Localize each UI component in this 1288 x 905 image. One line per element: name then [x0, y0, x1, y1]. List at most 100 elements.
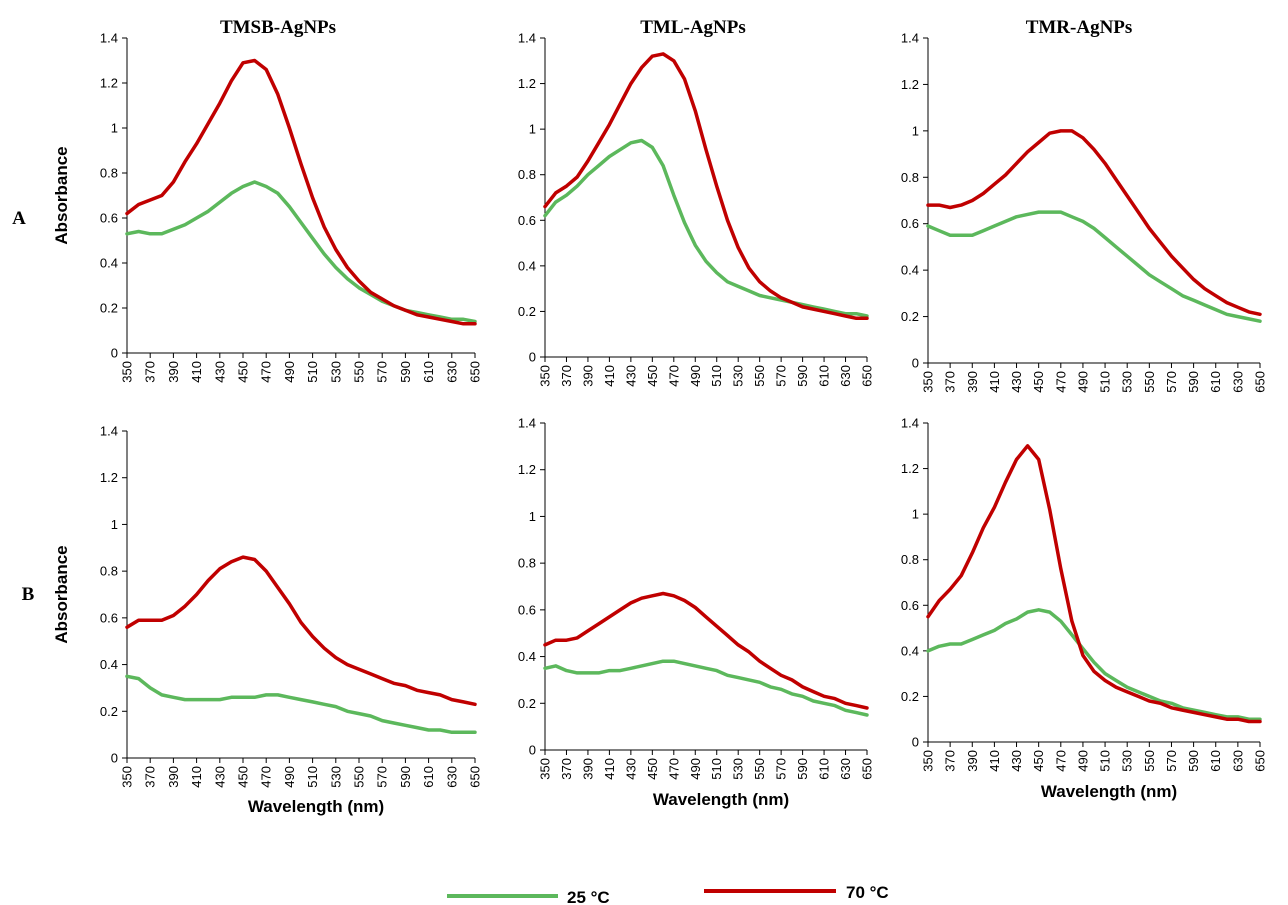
x-tick-label: 590: [1186, 371, 1201, 393]
x-tick-label: 470: [1053, 750, 1068, 772]
x-tick-label: 450: [236, 361, 251, 383]
y-tick-label: 1: [912, 123, 919, 138]
y-tick-label: 0.8: [901, 552, 919, 567]
x-tick-label: 590: [398, 361, 413, 383]
x-tick-label: 570: [375, 361, 390, 383]
x-tick-label: 430: [212, 361, 227, 383]
column-title-tmsb: TMSB-AgNPs: [220, 17, 336, 38]
chart-panel: 0 0.2 0.4 0.6 0.8 1 1.2 1.4 350 370 390 410 430 450 47…: [52, 424, 483, 817]
x-tick-label: 490: [282, 766, 297, 788]
x-tick-label: 350: [120, 361, 135, 383]
x-tick-label: 390: [166, 361, 181, 383]
x-tick-label: 570: [1164, 750, 1179, 772]
x-tick-label: 630: [838, 758, 853, 780]
x-tick-label: 650: [860, 758, 875, 780]
x-tick-label: 550: [352, 766, 367, 788]
y-tick-label: 1: [912, 507, 919, 522]
x-tick-label: 630: [444, 766, 459, 788]
y-tick-label: 1.2: [901, 461, 919, 476]
x-tick-label: 410: [189, 361, 204, 383]
x-tick-label: 350: [921, 371, 936, 393]
x-tick-label: 450: [1031, 750, 1046, 772]
x-tick-label: 410: [602, 758, 617, 780]
x-tick-label: 470: [1053, 371, 1068, 393]
x-axis-title: Wavelength (nm): [1041, 782, 1177, 801]
x-tick-label: 490: [1075, 750, 1090, 772]
x-tick-label: 370: [943, 750, 958, 772]
x-tick-label: 390: [965, 371, 980, 393]
y-tick-label: 0.2: [901, 309, 919, 324]
y-tick-label: 0.4: [100, 657, 118, 672]
x-tick-label: 650: [1253, 371, 1268, 393]
y-tick-label: 1.2: [518, 462, 536, 477]
x-axis-title: Wavelength (nm): [653, 790, 789, 809]
x-tick-label: 630: [1230, 371, 1245, 393]
y-tick-label: 1: [111, 517, 118, 532]
chart-panel: 0 0.2 0.4 0.6 0.8 1 1.2 1.4 350 370 390 410 430 450 47…: [901, 31, 1268, 393]
y-tick-label: 0.4: [518, 649, 536, 664]
y-tick-label: 1.4: [100, 424, 118, 439]
y-tick-label: 1.4: [100, 31, 118, 46]
x-tick-label: 530: [328, 361, 343, 383]
panels: 0 0.2 0.4 0.6 0.8 1 1.2 1.4 350 370 390 410 430 450 47…: [52, 31, 1268, 817]
series-line-25c: [125, 674, 477, 735]
y-tick-label: 1: [111, 121, 118, 136]
row-label-a: A: [12, 208, 26, 229]
y-tick-label: 1.2: [100, 470, 118, 485]
column-title-tml: TML-AgNPs: [640, 17, 746, 38]
x-tick-label: 390: [166, 766, 181, 788]
y-tick-label: 0: [912, 356, 919, 371]
chart-panel: 0 0.2 0.4 0.6 0.8 1 1.2 1.4 350 370 390 410 430 450 47…: [52, 31, 483, 383]
x-tick-label: 430: [623, 365, 638, 387]
x-tick-label: 590: [398, 766, 413, 788]
y-tick-label: 0.8: [100, 166, 118, 181]
x-tick-label: 610: [1208, 371, 1223, 393]
series-line-70c: [926, 129, 1262, 317]
x-tick-label: 530: [1120, 371, 1135, 393]
x-tick-label: 370: [943, 371, 958, 393]
series-line-25c: [926, 608, 1262, 721]
x-tick-label: 570: [375, 766, 390, 788]
x-tick-label: 410: [189, 766, 204, 788]
x-tick-label: 390: [965, 750, 980, 772]
x-tick-label: 390: [580, 365, 595, 387]
x-tick-label: 490: [688, 758, 703, 780]
series-line-25c: [125, 180, 477, 324]
x-tick-label: 450: [236, 766, 251, 788]
x-tick-label: 510: [1098, 750, 1113, 772]
row-label-b: B: [22, 584, 35, 605]
x-tick-label: 410: [987, 371, 1002, 393]
x-tick-label: 430: [623, 758, 638, 780]
chart-panel: 0 0.2 0.4 0.6 0.8 1 1.2 1.4 350 370 390 410 430 450 47…: [901, 416, 1268, 802]
x-tick-label: 450: [645, 365, 660, 387]
x-tick-label: 470: [259, 766, 274, 788]
series-line-70c: [125, 58, 477, 326]
y-tick-label: 0: [111, 346, 118, 361]
legend-label-70c: 70 °C: [846, 883, 889, 902]
y-tick-label: 1: [529, 509, 536, 524]
x-tick-label: 470: [666, 365, 681, 387]
x-tick-label: 510: [709, 758, 724, 780]
x-tick-label: 350: [538, 758, 553, 780]
y-tick-label: 0.8: [100, 564, 118, 579]
x-tick-label: 570: [774, 365, 789, 387]
x-tick-label: 650: [468, 766, 483, 788]
x-tick-label: 550: [752, 365, 767, 387]
series-line-25c: [926, 210, 1262, 323]
y-tick-label: 0.6: [100, 610, 118, 625]
x-tick-label: 370: [559, 365, 574, 387]
y-tick-label: 0.2: [518, 696, 536, 711]
y-tick-label: 1.2: [100, 76, 118, 91]
x-tick-label: 490: [688, 365, 703, 387]
series-line-70c: [926, 444, 1262, 724]
x-tick-label: 450: [1031, 371, 1046, 393]
x-tick-label: 530: [328, 766, 343, 788]
y-tick-label: 0.6: [518, 213, 536, 228]
y-tick-label: 0: [912, 735, 919, 750]
x-tick-label: 490: [282, 361, 297, 383]
x-tick-label: 550: [352, 361, 367, 383]
x-tick-label: 390: [580, 758, 595, 780]
x-tick-label: 450: [645, 758, 660, 780]
y-tick-label: 0.2: [901, 689, 919, 704]
